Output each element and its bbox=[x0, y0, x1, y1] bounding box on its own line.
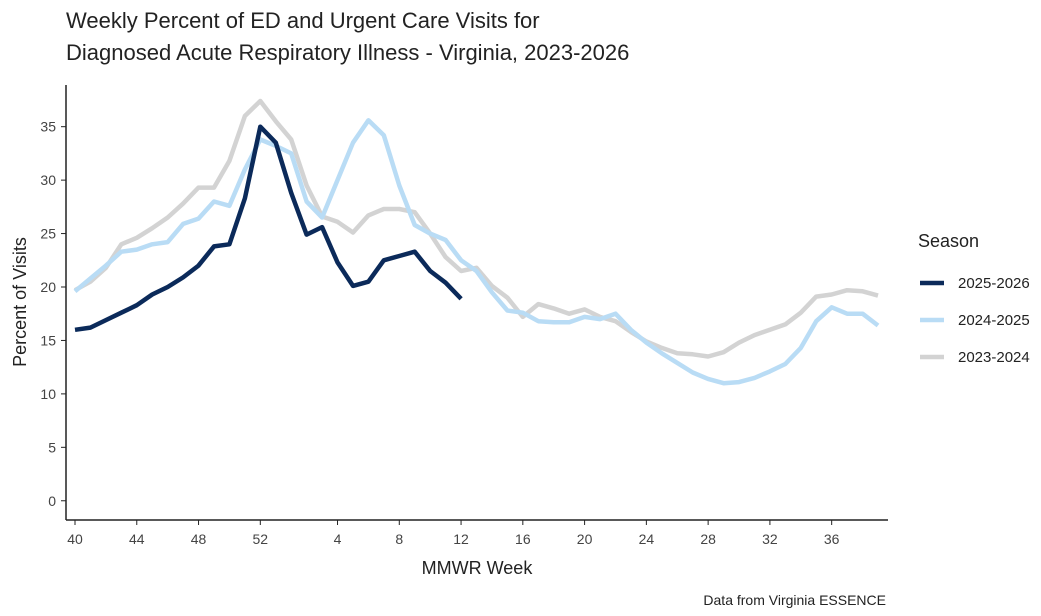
x-axis-label: MMWR Week bbox=[422, 558, 534, 578]
legend-title: Season bbox=[918, 231, 979, 251]
x-tick-label: 12 bbox=[453, 531, 469, 547]
legend-label: 2023-2024 bbox=[958, 349, 1030, 366]
x-tick-label: 48 bbox=[191, 531, 207, 547]
chart-title: Weekly Percent of ED and Urgent Care Vis… bbox=[66, 8, 540, 33]
series-line bbox=[74, 124, 463, 333]
x-tick-label: 52 bbox=[253, 531, 269, 547]
legend-label: 2025-2026 bbox=[958, 275, 1030, 292]
x-tick-label: 24 bbox=[639, 531, 655, 547]
caption: Data from Virginia ESSENCE bbox=[703, 592, 886, 608]
x-tick-label: 32 bbox=[762, 531, 778, 547]
x-tick-label: 28 bbox=[700, 531, 716, 547]
chart-title: Diagnosed Acute Respiratory Illness - Vi… bbox=[66, 40, 629, 65]
y-tick-label: 15 bbox=[40, 332, 56, 348]
x-tick-label: 40 bbox=[67, 531, 83, 547]
y-tick-label: 30 bbox=[40, 172, 56, 188]
y-axis-label: Percent of Visits bbox=[10, 237, 30, 367]
y-tick-label: 20 bbox=[40, 279, 56, 295]
y-tick-label: 0 bbox=[48, 493, 56, 509]
series-line bbox=[73, 118, 880, 386]
x-tick-label: 16 bbox=[515, 531, 531, 547]
x-tick-label: 36 bbox=[824, 531, 840, 547]
y-tick-label: 25 bbox=[40, 226, 56, 242]
legend-label: 2024-2025 bbox=[958, 312, 1030, 329]
x-tick-label: 44 bbox=[129, 531, 145, 547]
x-tick-label: 8 bbox=[395, 531, 403, 547]
y-tick-label: 35 bbox=[40, 119, 56, 135]
series-line bbox=[73, 98, 879, 359]
y-tick-label: 5 bbox=[48, 439, 56, 455]
x-tick-label: 20 bbox=[577, 531, 593, 547]
y-tick-label: 10 bbox=[40, 386, 56, 402]
x-tick-label: 4 bbox=[334, 531, 342, 547]
